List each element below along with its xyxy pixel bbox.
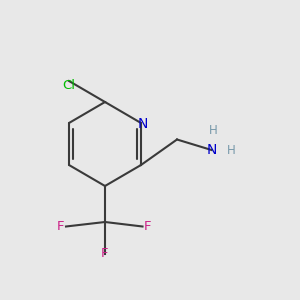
Text: N: N [206,143,217,157]
Text: Cl: Cl [62,79,76,92]
Text: F: F [57,220,64,233]
Text: F: F [101,247,109,260]
Text: H: H [208,124,217,137]
Text: N: N [137,118,148,131]
Text: F: F [144,220,152,233]
Text: H: H [226,143,236,157]
